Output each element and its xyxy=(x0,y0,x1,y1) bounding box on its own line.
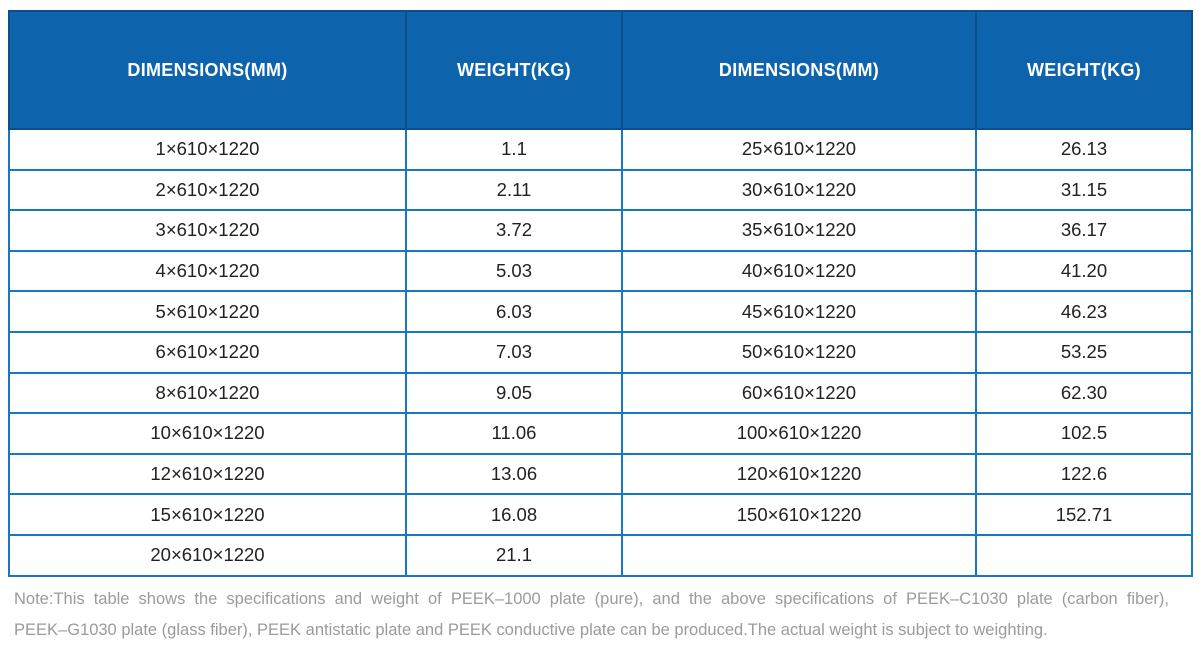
header-weight-right: WEIGHT(KG) xyxy=(975,10,1193,130)
table-cell: 12×610×1220 xyxy=(8,452,407,496)
table-cell: 25×610×1220 xyxy=(621,128,977,171)
table-cell: 16.08 xyxy=(405,493,623,536)
table-row: 1×610×1220 1.1 25×610×1220 26.13 xyxy=(8,128,1193,171)
table-cell: 11.06 xyxy=(405,412,623,455)
table-cell: 40×610×1220 xyxy=(621,249,977,293)
table-header: DIMENSIONS(MM) WEIGHT(KG) DIMENSIONS(MM)… xyxy=(8,10,1193,130)
table-row: 6×610×1220 7.03 50×610×1220 53.25 xyxy=(8,330,1193,374)
spec-weight-table: DIMENSIONS(MM) WEIGHT(KG) DIMENSIONS(MM)… xyxy=(8,10,1193,577)
table-body: 1×610×1220 1.1 25×610×1220 26.13 2×610×1220 2… xyxy=(8,128,1193,577)
table-cell: 3×610×1220 xyxy=(8,209,407,252)
table-cell: 45×610×1220 xyxy=(621,290,977,333)
note-line-1: Note:This table shows the specifications… xyxy=(14,590,1169,608)
table-cell: 3.72 xyxy=(405,209,623,252)
table-row: 12×610×1220 13.06 120×610×1220 122.6 xyxy=(8,452,1193,496)
header-dimensions-right: DIMENSIONS(MM) xyxy=(621,10,977,130)
header-weight-left: WEIGHT(KG) xyxy=(405,10,623,130)
table-cell: 122.6 xyxy=(975,452,1193,496)
table-cell: 2.11 xyxy=(405,168,623,212)
table-cell: 1×610×1220 xyxy=(8,128,407,171)
table-cell: 6×610×1220 xyxy=(8,330,407,374)
table-cell: 120×610×1220 xyxy=(621,452,977,496)
table-row: 20×610×1220 21.1 xyxy=(8,533,1193,577)
table-row: 3×610×1220 3.72 35×610×1220 36.17 xyxy=(8,209,1193,252)
table-header-row: DIMENSIONS(MM) WEIGHT(KG) DIMENSIONS(MM)… xyxy=(8,10,1193,130)
table-cell: 102.5 xyxy=(975,412,1193,455)
table-cell xyxy=(975,533,1193,577)
table-cell: 31.15 xyxy=(975,168,1193,212)
table-cell: 150×610×1220 xyxy=(621,493,977,536)
table-cell: 100×610×1220 xyxy=(621,412,977,455)
table-cell: 8×610×1220 xyxy=(8,371,407,415)
table-row: 15×610×1220 16.08 150×610×1220 152.71 xyxy=(8,493,1193,536)
table-cell: 15×610×1220 xyxy=(8,493,407,536)
table-cell: 7.03 xyxy=(405,330,623,374)
table-row: 5×610×1220 6.03 45×610×1220 46.23 xyxy=(8,290,1193,333)
table-cell xyxy=(621,533,977,577)
note-line-2: PEEK–G1030 plate (glass fiber), PEEK ant… xyxy=(14,621,1048,639)
table-cell: 1.1 xyxy=(405,128,623,171)
table-cell: 2×610×1220 xyxy=(8,168,407,212)
table-row: 8×610×1220 9.05 60×610×1220 62.30 xyxy=(8,371,1193,415)
header-dimensions-left: DIMENSIONS(MM) xyxy=(8,10,407,130)
table-cell: 36.17 xyxy=(975,209,1193,252)
table-cell: 46.23 xyxy=(975,290,1193,333)
table-cell: 50×610×1220 xyxy=(621,330,977,374)
table-cell: 13.06 xyxy=(405,452,623,496)
table-cell: 5×610×1220 xyxy=(8,290,407,333)
table-row: 2×610×1220 2.11 30×610×1220 31.15 xyxy=(8,168,1193,212)
table-cell: 9.05 xyxy=(405,371,623,415)
table-cell: 41.20 xyxy=(975,249,1193,293)
table-row: 10×610×1220 11.06 100×610×1220 102.5 xyxy=(8,412,1193,455)
table-cell: 20×610×1220 xyxy=(8,533,407,577)
table-cell: 4×610×1220 xyxy=(8,249,407,293)
table-cell: 10×610×1220 xyxy=(8,412,407,455)
table-cell: 5.03 xyxy=(405,249,623,293)
table-cell: 62.30 xyxy=(975,371,1193,415)
table-cell: 152.71 xyxy=(975,493,1193,536)
table-cell: 30×610×1220 xyxy=(621,168,977,212)
table-cell: 35×610×1220 xyxy=(621,209,977,252)
table-row: 4×610×1220 5.03 40×610×1220 41.20 xyxy=(8,249,1193,293)
table-cell: 26.13 xyxy=(975,128,1193,171)
note: Note:This table shows the specifications… xyxy=(14,584,1169,646)
table-cell: 53.25 xyxy=(975,330,1193,374)
table-cell: 60×610×1220 xyxy=(621,371,977,415)
table-cell: 21.1 xyxy=(405,533,623,577)
table-cell: 6.03 xyxy=(405,290,623,333)
